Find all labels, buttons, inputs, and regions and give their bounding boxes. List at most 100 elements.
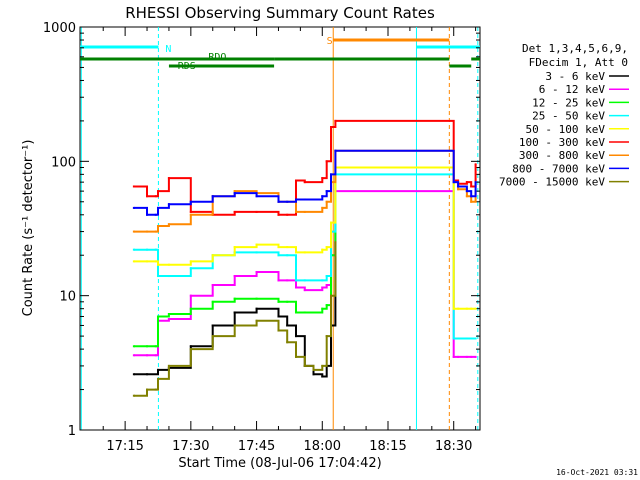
series-point-1 [294,286,297,289]
series-point-0 [294,335,297,338]
series-point-6 [233,190,236,193]
series-point-6 [146,230,149,233]
series-point-3 [325,275,328,278]
series-point-7 [334,149,337,152]
series-point-4 [470,307,473,310]
series-point-7 [303,198,306,201]
legend-entry-label: 50 - 100 keV [526,123,606,136]
series-point-8 [156,377,159,380]
series-point-8 [303,364,306,367]
series-point-2 [154,345,157,348]
series-point-4 [167,263,170,266]
series-point-3 [154,248,157,251]
series-point-4 [294,251,297,254]
series-point-5 [474,163,477,166]
series-line-1 [133,190,476,358]
series-point-0 [286,324,289,327]
series-point-8 [330,294,333,297]
series-point-6 [294,210,297,213]
series-point-6 [132,230,135,233]
series-point-1 [211,284,214,287]
series-point-8 [334,241,337,244]
series-point-7 [189,200,192,203]
series-point-6 [321,206,324,209]
series-point-3 [452,337,455,340]
series-point-4 [146,260,149,263]
series-point-2 [286,300,289,303]
series-point-6 [167,223,170,226]
series-point-1 [303,289,306,292]
series-point-1 [167,318,170,321]
series-point-7 [132,206,135,209]
series-point-7 [321,195,324,198]
series-point-8 [286,341,289,344]
series-point-7 [156,206,159,209]
series-point-4 [474,307,477,310]
series-point-3 [132,248,135,251]
series-point-0 [156,368,159,371]
series-point-2 [321,307,324,310]
series-point-6 [156,225,159,228]
series-point-8 [211,335,214,338]
legend-entry-label: 800 - 7000 keV [512,162,605,175]
series-point-5 [470,185,473,188]
x-axis-label: Start Time (08-Jul-06 17:04:42) [178,456,381,471]
legend-header-line-1: Det 1,3,4,5,6,9, [522,42,628,55]
series-point-4 [211,254,214,257]
series-point-6 [465,195,468,198]
series-point-7 [465,190,468,193]
series-point-1 [325,284,328,287]
series-point-5 [294,179,297,182]
series-point-7 [470,195,473,198]
y-tick-label: 1 [68,424,76,439]
series-point-2 [146,345,149,348]
series-point-0 [211,324,214,327]
annotation-label-s: S [327,36,333,47]
series-point-3 [465,337,468,340]
series-point-6 [325,200,328,203]
series-point-7 [255,195,258,198]
series-point-2 [132,345,135,348]
series-point-3 [286,254,289,257]
series-point-2 [167,313,170,316]
series-point-5 [334,119,337,122]
series-point-4 [321,248,324,251]
series-point-1 [146,354,149,357]
series-point-7 [167,203,170,206]
series-point-1 [277,279,280,282]
series-point-5 [156,190,159,193]
series-point-3 [321,279,324,282]
series-point-1 [465,355,468,358]
series-point-8 [146,388,149,391]
series-point-2 [189,307,192,310]
x-tick-label: 18:30 [435,439,472,454]
series-point-1 [189,294,192,297]
series-point-4 [457,307,460,310]
series-point-4 [255,243,258,246]
series-point-8 [312,368,315,371]
series-point-8 [189,348,192,351]
series-point-0 [233,311,236,314]
legend-header-line-2: FDecim 1, Att 0 [529,56,628,69]
series-point-1 [255,271,258,274]
series-point-1 [286,279,289,282]
series-point-7 [457,185,460,188]
series-point-7 [286,200,289,203]
series-point-4 [132,260,135,263]
series-point-7 [211,195,214,198]
series-line-4 [133,166,476,310]
series-point-1 [457,355,460,358]
series-point-3 [255,251,258,254]
x-tick-label: 18:00 [304,439,341,454]
series-point-5 [465,181,468,184]
series-point-5 [132,185,135,188]
series-point-4 [286,246,289,249]
series-point-1 [321,286,324,289]
series-point-0 [312,373,315,376]
series-point-1 [233,275,236,278]
series-point-4 [325,246,328,249]
series-point-6 [154,230,157,233]
series-point-2 [211,300,214,303]
series-point-3 [474,337,477,340]
